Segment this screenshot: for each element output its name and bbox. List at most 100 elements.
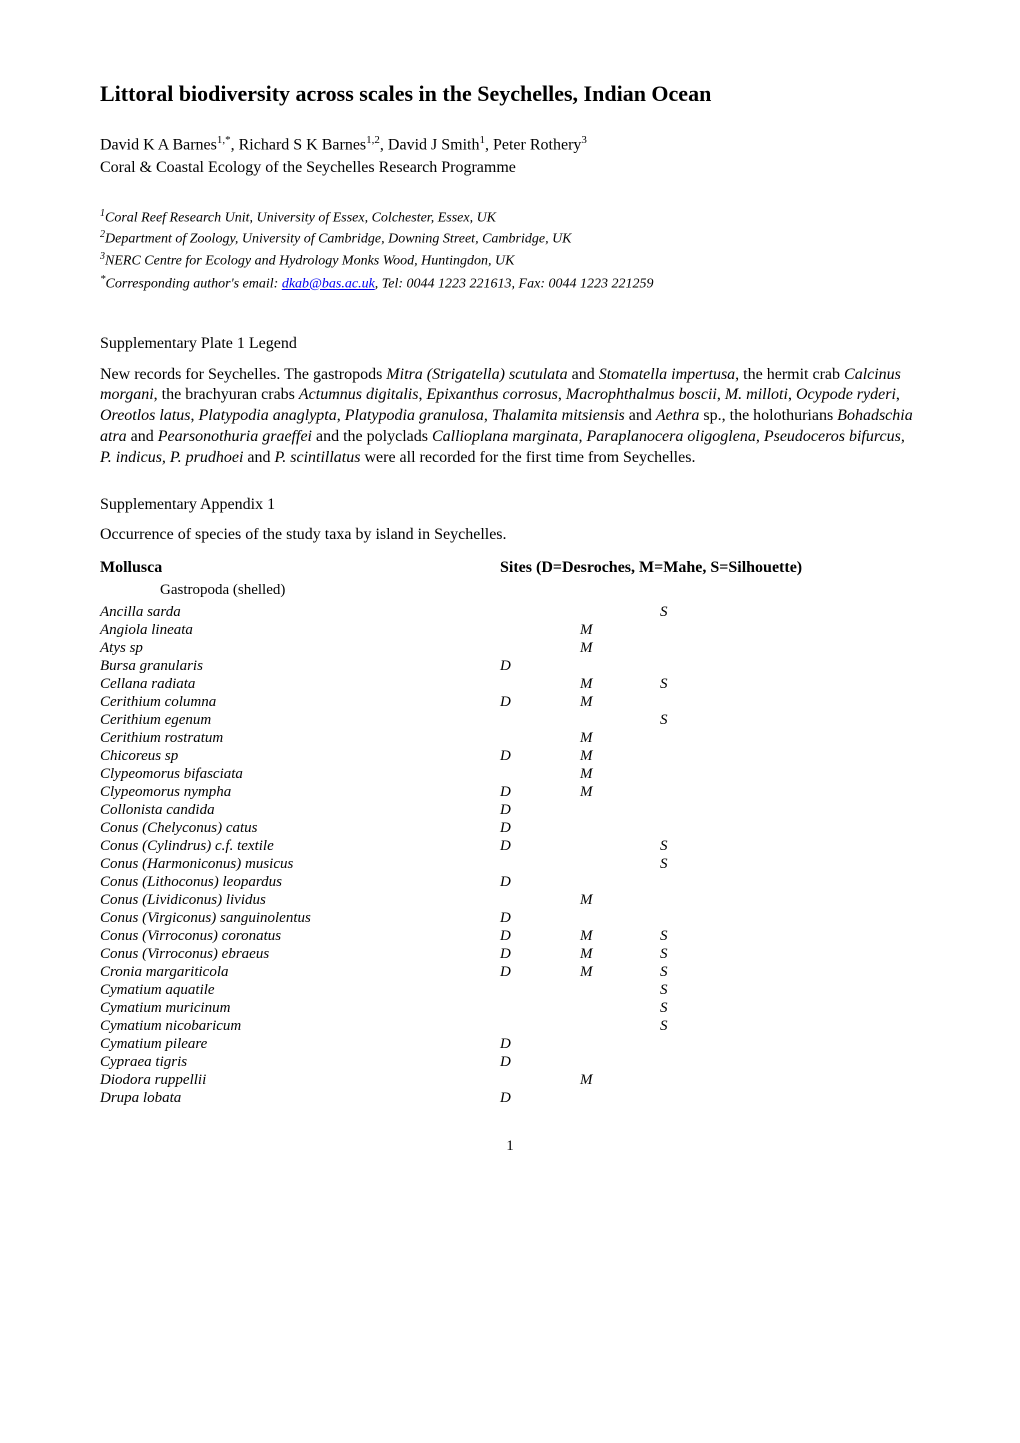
author-1: David K A Barnes: [100, 136, 217, 153]
site-s-cell: S: [660, 675, 740, 695]
sites-label: Sites (D=Desroches, M=Mahe, S=Silhouette…: [500, 558, 802, 579]
species-row: Chicoreus spDM: [100, 747, 920, 765]
species-name: Cymatium aquatile: [100, 981, 500, 1001]
species-row: Atys spM: [100, 639, 920, 657]
site-s-cell: S: [660, 1017, 740, 1037]
species-name: Cronia margariticola: [100, 963, 500, 983]
species-row: Cerithium egenumS: [100, 711, 920, 729]
species-row: Cypraea tigrisD: [100, 1053, 920, 1071]
page-number: 1: [100, 1137, 920, 1157]
species-name: Clypeomorus nympha: [100, 783, 500, 803]
species-name: Cerithium rostratum: [100, 729, 500, 749]
plate-text-17: and: [243, 449, 274, 466]
species-row: Clypeomorus nymphaDM: [100, 783, 920, 801]
species-name: Chicoreus sp: [100, 747, 500, 767]
species-row: Conus (Virgiconus) sanguinolentusD: [100, 909, 920, 927]
site-m-cell: M: [580, 729, 660, 749]
author-4: , Peter Rothery: [485, 136, 581, 153]
species-name: Conus (Virgiconus) sanguinolentus: [100, 909, 500, 929]
plate-paragraph: New records for Seychelles. The gastropo…: [100, 365, 920, 469]
site-m-cell: M: [580, 945, 660, 965]
plate-text-18: were all recorded for the first time fro…: [360, 449, 695, 466]
plate-text-9: ,: [896, 386, 900, 403]
site-m-cell: M: [580, 621, 660, 641]
species-name: Conus (Virroconus) ebraeus: [100, 945, 500, 965]
species-row: Conus (Cylindrus) c.f. textileD S: [100, 837, 920, 855]
site-s-cell: S: [660, 927, 740, 947]
species-name: Conus (Cylindrus) c.f. textile: [100, 837, 500, 857]
species-row: Cellana radiata MS: [100, 675, 920, 693]
mollusca-label: Mollusca: [100, 558, 500, 579]
site-s-cell: S: [660, 963, 740, 983]
site-d-cell: D: [500, 801, 580, 821]
species-row: Clypeomorus bifasciata M: [100, 765, 920, 783]
affil-1-text: Coral Reef Research Unit, University of …: [105, 210, 496, 225]
site-d-cell: D: [500, 945, 580, 965]
species-row: Diodora ruppelliiM: [100, 1071, 920, 1089]
species-row: Conus (Lithoconus) leopardusD: [100, 873, 920, 891]
site-s-cell: S: [660, 945, 740, 965]
appendix-heading: Supplementary Appendix 1: [100, 495, 920, 516]
species-row: Ancilla sardaS: [100, 603, 920, 621]
author-2: , Richard S K Barnes: [231, 136, 367, 153]
plate-ital-15: Pearsonothuria graeffei: [158, 428, 312, 445]
species-name: Cerithium egenum: [100, 711, 500, 731]
species-row: Conus (Chelyconus) catusD: [100, 819, 920, 837]
plate-ital-11: Platypodia granulosa: [345, 407, 484, 424]
plate-ital-17: P. scintillatus: [275, 449, 361, 466]
appendix-intro: Occurrence of species of the study taxa …: [100, 525, 920, 546]
gastropoda-subheading: Gastropoda (shelled): [100, 581, 920, 601]
species-row: Cerithium columnaDM: [100, 693, 920, 711]
site-s-cell: S: [660, 981, 740, 1001]
site-d-cell: D: [500, 837, 580, 857]
species-row: Drupa lobataD: [100, 1089, 920, 1107]
species-row: Cymatium muricinumS: [100, 999, 920, 1017]
site-s-cell: S: [660, 999, 740, 1019]
species-name: Cypraea tigris: [100, 1053, 500, 1073]
author-3: , David J Smith: [380, 136, 480, 153]
plate-text-15: and: [127, 428, 158, 445]
plate-ital-13: Aethra: [656, 407, 700, 424]
plate-heading: Supplementary Plate 1 Legend: [100, 334, 920, 355]
species-name: Cellana radiata: [100, 675, 500, 695]
plate-text-13: and: [625, 407, 656, 424]
plate-ital-7: M. milloti: [725, 386, 788, 403]
site-m-cell: M: [580, 765, 660, 785]
plate-ital-8: Ocypode ryderi: [796, 386, 896, 403]
plate-ital-1: Mitra (Strigatella) scutulata: [386, 366, 567, 383]
author-sup-2: 1,2: [366, 134, 380, 146]
plate-text-14: sp., the holothurians: [699, 407, 837, 424]
corr-email-link[interactable]: dkab@bas.ac.uk: [282, 277, 375, 292]
species-name: Drupa lobata: [100, 1089, 500, 1109]
affiliation-2: 2Department of Zoology, University of Ca…: [100, 228, 920, 249]
site-m-cell: M: [580, 675, 660, 695]
species-row: Conus (Virroconus) ebraeusDMS: [100, 945, 920, 963]
plate-text-11: ,: [337, 407, 345, 424]
site-d-cell: D: [500, 927, 580, 947]
plate-ital-4: Actumnus digitalis: [299, 386, 419, 403]
species-name: Diodora ruppellii: [100, 1071, 500, 1091]
species-row: Collonista candidaD: [100, 801, 920, 819]
corr-suffix: , Tel: 0044 1223 221613, Fax: 0044 1223 …: [375, 277, 654, 292]
corresponding-author: *Corresponding author's email: dkab@bas.…: [100, 272, 920, 294]
species-row: Cerithium rostratum M: [100, 729, 920, 747]
author-sup-4: 3: [581, 134, 587, 146]
species-name: Bursa granularis: [100, 657, 500, 677]
site-d-cell: D: [500, 747, 580, 767]
species-name: Clypeomorus bifasciata: [100, 765, 500, 785]
site-d-cell: D: [500, 1089, 580, 1109]
plate-ital-6: Macrophthalmus boscii: [566, 386, 717, 403]
species-row: Bursa granularisD: [100, 657, 920, 675]
plate-ital-10: Platypodia anaglypta: [199, 407, 337, 424]
species-name: Conus (Harmoniconus) musicus: [100, 855, 500, 875]
affil-2-text: Department of Zoology, University of Cam…: [105, 232, 572, 247]
plate-text-16: and the polyclads: [312, 428, 432, 445]
site-d-cell: D: [500, 783, 580, 803]
plate-ital-9: Oreotlos latus: [100, 407, 191, 424]
site-s-cell: S: [660, 837, 740, 857]
plate-text-4: , the brachyuran crabs: [154, 386, 299, 403]
paper-title: Littoral biodiversity across scales in t…: [100, 80, 920, 109]
plate-text-3: , the hermit crab: [735, 366, 844, 383]
table-header-row: Mollusca Sites (D=Desroches, M=Mahe, S=S…: [100, 558, 920, 579]
species-row: Cymatium pileareD: [100, 1035, 920, 1053]
